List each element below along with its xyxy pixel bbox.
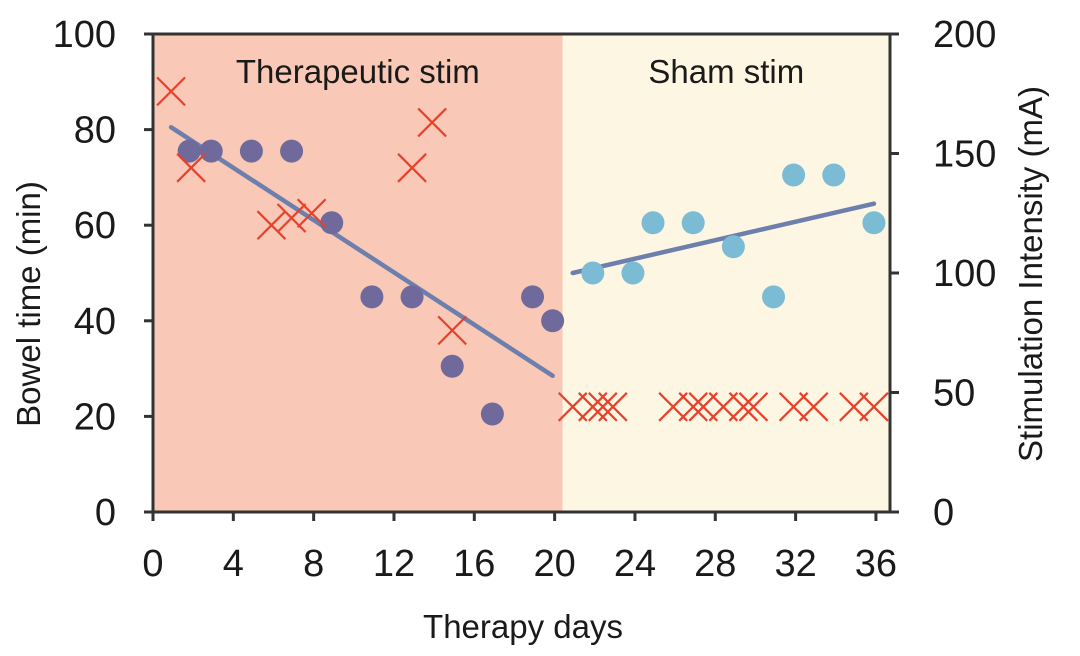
data-marker-x-3-2 [588,392,618,422]
y-right-tick-label-2: 100 [933,253,996,295]
trendlines [168,124,877,379]
data-marker-x-2-5 [397,153,427,183]
data-marker-x-2-0 [156,76,186,107]
background-regions: Therapeutic stim Sham stim [153,34,890,512]
data-point-1-1 [621,261,645,285]
data-marker-x-3-8 [728,392,759,422]
y-left-tick-label-2: 40 [74,301,116,343]
y-left-tick-label-3: 60 [74,205,116,247]
region-label-1: Sham stim [648,53,804,90]
data-point-0-9 [521,285,545,309]
data-point-0-3 [280,139,304,163]
y-right-tick-label-3: 150 [933,134,996,176]
data-point-1-2 [641,211,665,235]
data-point-1-5 [762,285,786,309]
x-tick-label-7: 28 [694,543,736,585]
region-1 [562,34,890,512]
x-axis-title: Therapy days [423,608,623,645]
data-point-1-3 [681,211,705,235]
data-marker-x-2-7 [437,315,467,346]
data-marker-x-2-3 [276,203,307,233]
y-right-tick-label-0: 0 [933,492,954,534]
axis-labels: Therapy days Bowel time (min) Stimulatio… [10,86,1049,645]
data-point-0-4 [320,211,344,235]
x-tick-label-1: 4 [223,543,244,585]
data-point-0-6 [400,285,424,309]
x-tick-label-8: 32 [774,543,816,585]
y-left-tick-label-4: 80 [74,110,116,152]
data-point-1-6 [782,163,806,187]
data-marker-x-3-9 [738,392,769,422]
y-axis-right-title: Stimulation Intensity (mA) [1012,86,1049,462]
data-marker-x-2-6 [417,107,447,138]
y-right-tick-label-1: 50 [933,373,975,415]
data-points [156,76,889,426]
x-tick-label-5: 20 [533,543,575,585]
axes: 0 4 8 12 16 20 24 28 32 36 0 20 40 60 80 100 0 50 100 150 20… [53,14,997,585]
data-point-0-2 [239,139,263,163]
data-marker-x-3-13 [859,392,889,422]
data-marker-x-3-11 [798,392,829,422]
data-point-0-7 [440,354,464,378]
data-marker-x-3-5 [678,392,708,422]
data-marker-x-2-1 [176,153,206,183]
data-marker-x-2-4 [296,198,327,229]
data-point-1-7 [822,163,846,187]
trendline-1 [570,201,877,276]
region-0 [153,34,563,512]
y-left-tick-label-5: 100 [53,14,116,56]
x-tick-label-2: 8 [303,543,324,585]
y-left-tick-label-1: 20 [74,396,116,438]
data-point-1-4 [721,235,745,259]
data-point-1-0 [581,261,605,285]
data-point-0-5 [360,285,384,309]
data-point-0-10 [541,309,565,333]
data-point-0-1 [199,139,223,163]
data-point-0-8 [480,402,504,426]
region-label-0: Therapeutic stim [236,53,480,90]
x-tick-label-3: 12 [373,543,415,585]
data-marker-x-2-2 [256,210,287,240]
data-point-1-8 [862,211,886,235]
x-tick-label-9: 36 [855,543,897,585]
y-axis-left-title: Bowel time (min) [10,181,47,427]
y-left-tick-label-0: 0 [95,492,116,534]
x-tick-label-0: 0 [142,543,163,585]
data-marker-x-3-3 [598,392,628,422]
x-tick-label-6: 24 [614,543,656,585]
trendline-0 [168,124,555,379]
data-point-0-0 [177,139,201,163]
x-tick-label-4: 16 [453,543,495,585]
y-right-tick-label-4: 200 [933,14,996,56]
